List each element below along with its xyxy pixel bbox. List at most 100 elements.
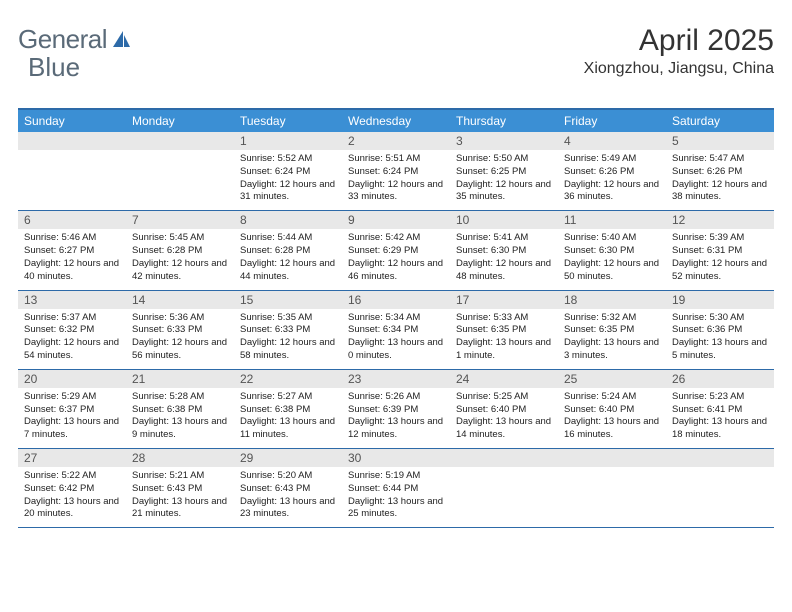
daylight-text: Daylight: 13 hours and 12 minutes. <box>348 416 444 442</box>
sunset-text: Sunset: 6:36 PM <box>672 324 768 337</box>
day-body: Sunrise: 5:22 AMSunset: 6:42 PMDaylight:… <box>18 467 126 527</box>
day-body: Sunrise: 5:24 AMSunset: 6:40 PMDaylight:… <box>558 388 666 448</box>
day-header-tuesday: Tuesday <box>234 110 342 132</box>
month-title: April 2025 <box>584 24 774 58</box>
daylight-text: Daylight: 12 hours and 38 minutes. <box>672 179 768 205</box>
sunrise-text: Sunrise: 5:36 AM <box>132 312 228 325</box>
day-body: Sunrise: 5:44 AMSunset: 6:28 PMDaylight:… <box>234 229 342 289</box>
daylight-text: Daylight: 12 hours and 40 minutes. <box>24 258 120 284</box>
logo-text-general: General <box>18 24 107 55</box>
day-cell <box>18 132 126 210</box>
day-body: Sunrise: 5:19 AMSunset: 6:44 PMDaylight:… <box>342 467 450 527</box>
day-cell: 13Sunrise: 5:37 AMSunset: 6:32 PMDayligh… <box>18 291 126 369</box>
day-body: Sunrise: 5:21 AMSunset: 6:43 PMDaylight:… <box>126 467 234 527</box>
title-block: April 2025 Xiongzhou, Jiangsu, China <box>584 24 774 78</box>
day-body: Sunrise: 5:28 AMSunset: 6:38 PMDaylight:… <box>126 388 234 448</box>
daylight-text: Daylight: 13 hours and 1 minute. <box>456 337 552 363</box>
daylight-text: Daylight: 13 hours and 3 minutes. <box>564 337 660 363</box>
day-number <box>18 132 126 150</box>
day-number <box>450 449 558 467</box>
day-header-wednesday: Wednesday <box>342 110 450 132</box>
day-cell: 18Sunrise: 5:32 AMSunset: 6:35 PMDayligh… <box>558 291 666 369</box>
header: General April 2025 Xiongzhou, Jiangsu, C… <box>18 24 774 78</box>
day-number: 3 <box>450 132 558 150</box>
day-body: Sunrise: 5:34 AMSunset: 6:34 PMDaylight:… <box>342 309 450 369</box>
daylight-text: Daylight: 12 hours and 33 minutes. <box>348 179 444 205</box>
day-cell: 26Sunrise: 5:23 AMSunset: 6:41 PMDayligh… <box>666 370 774 448</box>
sunset-text: Sunset: 6:42 PM <box>24 483 120 496</box>
sunset-text: Sunset: 6:27 PM <box>24 245 120 258</box>
sunrise-text: Sunrise: 5:25 AM <box>456 391 552 404</box>
day-body: Sunrise: 5:46 AMSunset: 6:27 PMDaylight:… <box>18 229 126 289</box>
sunset-text: Sunset: 6:30 PM <box>564 245 660 258</box>
daylight-text: Daylight: 13 hours and 18 minutes. <box>672 416 768 442</box>
sunset-text: Sunset: 6:25 PM <box>456 166 552 179</box>
day-cell: 30Sunrise: 5:19 AMSunset: 6:44 PMDayligh… <box>342 449 450 527</box>
sunset-text: Sunset: 6:28 PM <box>132 245 228 258</box>
sunrise-text: Sunrise: 5:39 AM <box>672 232 768 245</box>
day-body: Sunrise: 5:37 AMSunset: 6:32 PMDaylight:… <box>18 309 126 369</box>
location-text: Xiongzhou, Jiangsu, China <box>584 60 774 78</box>
daylight-text: Daylight: 13 hours and 14 minutes. <box>456 416 552 442</box>
daylight-text: Daylight: 12 hours and 52 minutes. <box>672 258 768 284</box>
day-body: Sunrise: 5:52 AMSunset: 6:24 PMDaylight:… <box>234 150 342 210</box>
daylight-text: Daylight: 13 hours and 11 minutes. <box>240 416 336 442</box>
sunset-text: Sunset: 6:35 PM <box>564 324 660 337</box>
daylight-text: Daylight: 12 hours and 48 minutes. <box>456 258 552 284</box>
day-cell: 8Sunrise: 5:44 AMSunset: 6:28 PMDaylight… <box>234 211 342 289</box>
sunrise-text: Sunrise: 5:40 AM <box>564 232 660 245</box>
daylight-text: Daylight: 13 hours and 5 minutes. <box>672 337 768 363</box>
sunrise-text: Sunrise: 5:51 AM <box>348 153 444 166</box>
logo-text-blue: Blue <box>28 52 80 83</box>
day-cell: 9Sunrise: 5:42 AMSunset: 6:29 PMDaylight… <box>342 211 450 289</box>
day-body: Sunrise: 5:20 AMSunset: 6:43 PMDaylight:… <box>234 467 342 527</box>
day-number: 26 <box>666 370 774 388</box>
day-cell: 1Sunrise: 5:52 AMSunset: 6:24 PMDaylight… <box>234 132 342 210</box>
day-number: 18 <box>558 291 666 309</box>
day-cell: 10Sunrise: 5:41 AMSunset: 6:30 PMDayligh… <box>450 211 558 289</box>
day-number: 1 <box>234 132 342 150</box>
daylight-text: Daylight: 12 hours and 54 minutes. <box>24 337 120 363</box>
day-body: Sunrise: 5:40 AMSunset: 6:30 PMDaylight:… <box>558 229 666 289</box>
sunrise-text: Sunrise: 5:52 AM <box>240 153 336 166</box>
day-cell: 21Sunrise: 5:28 AMSunset: 6:38 PMDayligh… <box>126 370 234 448</box>
day-cell: 28Sunrise: 5:21 AMSunset: 6:43 PMDayligh… <box>126 449 234 527</box>
week-row: 13Sunrise: 5:37 AMSunset: 6:32 PMDayligh… <box>18 291 774 370</box>
sunset-text: Sunset: 6:34 PM <box>348 324 444 337</box>
sunrise-text: Sunrise: 5:28 AM <box>132 391 228 404</box>
day-cell: 14Sunrise: 5:36 AMSunset: 6:33 PMDayligh… <box>126 291 234 369</box>
day-cell: 2Sunrise: 5:51 AMSunset: 6:24 PMDaylight… <box>342 132 450 210</box>
week-row: 27Sunrise: 5:22 AMSunset: 6:42 PMDayligh… <box>18 449 774 528</box>
day-number: 27 <box>18 449 126 467</box>
daylight-text: Daylight: 13 hours and 20 minutes. <box>24 496 120 522</box>
daylight-text: Daylight: 12 hours and 44 minutes. <box>240 258 336 284</box>
day-number: 30 <box>342 449 450 467</box>
day-cell: 5Sunrise: 5:47 AMSunset: 6:26 PMDaylight… <box>666 132 774 210</box>
daylight-text: Daylight: 13 hours and 7 minutes. <box>24 416 120 442</box>
day-body: Sunrise: 5:32 AMSunset: 6:35 PMDaylight:… <box>558 309 666 369</box>
day-cell: 4Sunrise: 5:49 AMSunset: 6:26 PMDaylight… <box>558 132 666 210</box>
day-number: 24 <box>450 370 558 388</box>
day-body: Sunrise: 5:45 AMSunset: 6:28 PMDaylight:… <box>126 229 234 289</box>
day-body: Sunrise: 5:35 AMSunset: 6:33 PMDaylight:… <box>234 309 342 369</box>
day-cell: 3Sunrise: 5:50 AMSunset: 6:25 PMDaylight… <box>450 132 558 210</box>
day-number: 11 <box>558 211 666 229</box>
day-number: 25 <box>558 370 666 388</box>
sunrise-text: Sunrise: 5:44 AM <box>240 232 336 245</box>
sunrise-text: Sunrise: 5:21 AM <box>132 470 228 483</box>
sunset-text: Sunset: 6:41 PM <box>672 404 768 417</box>
sunset-text: Sunset: 6:26 PM <box>672 166 768 179</box>
day-number: 19 <box>666 291 774 309</box>
sunrise-text: Sunrise: 5:47 AM <box>672 153 768 166</box>
day-number: 8 <box>234 211 342 229</box>
sunrise-text: Sunrise: 5:19 AM <box>348 470 444 483</box>
day-cell <box>558 449 666 527</box>
day-cell: 24Sunrise: 5:25 AMSunset: 6:40 PMDayligh… <box>450 370 558 448</box>
sunrise-text: Sunrise: 5:27 AM <box>240 391 336 404</box>
day-cell: 11Sunrise: 5:40 AMSunset: 6:30 PMDayligh… <box>558 211 666 289</box>
daylight-text: Daylight: 13 hours and 25 minutes. <box>348 496 444 522</box>
sunrise-text: Sunrise: 5:50 AM <box>456 153 552 166</box>
day-number: 20 <box>18 370 126 388</box>
daylight-text: Daylight: 13 hours and 16 minutes. <box>564 416 660 442</box>
sunrise-text: Sunrise: 5:46 AM <box>24 232 120 245</box>
